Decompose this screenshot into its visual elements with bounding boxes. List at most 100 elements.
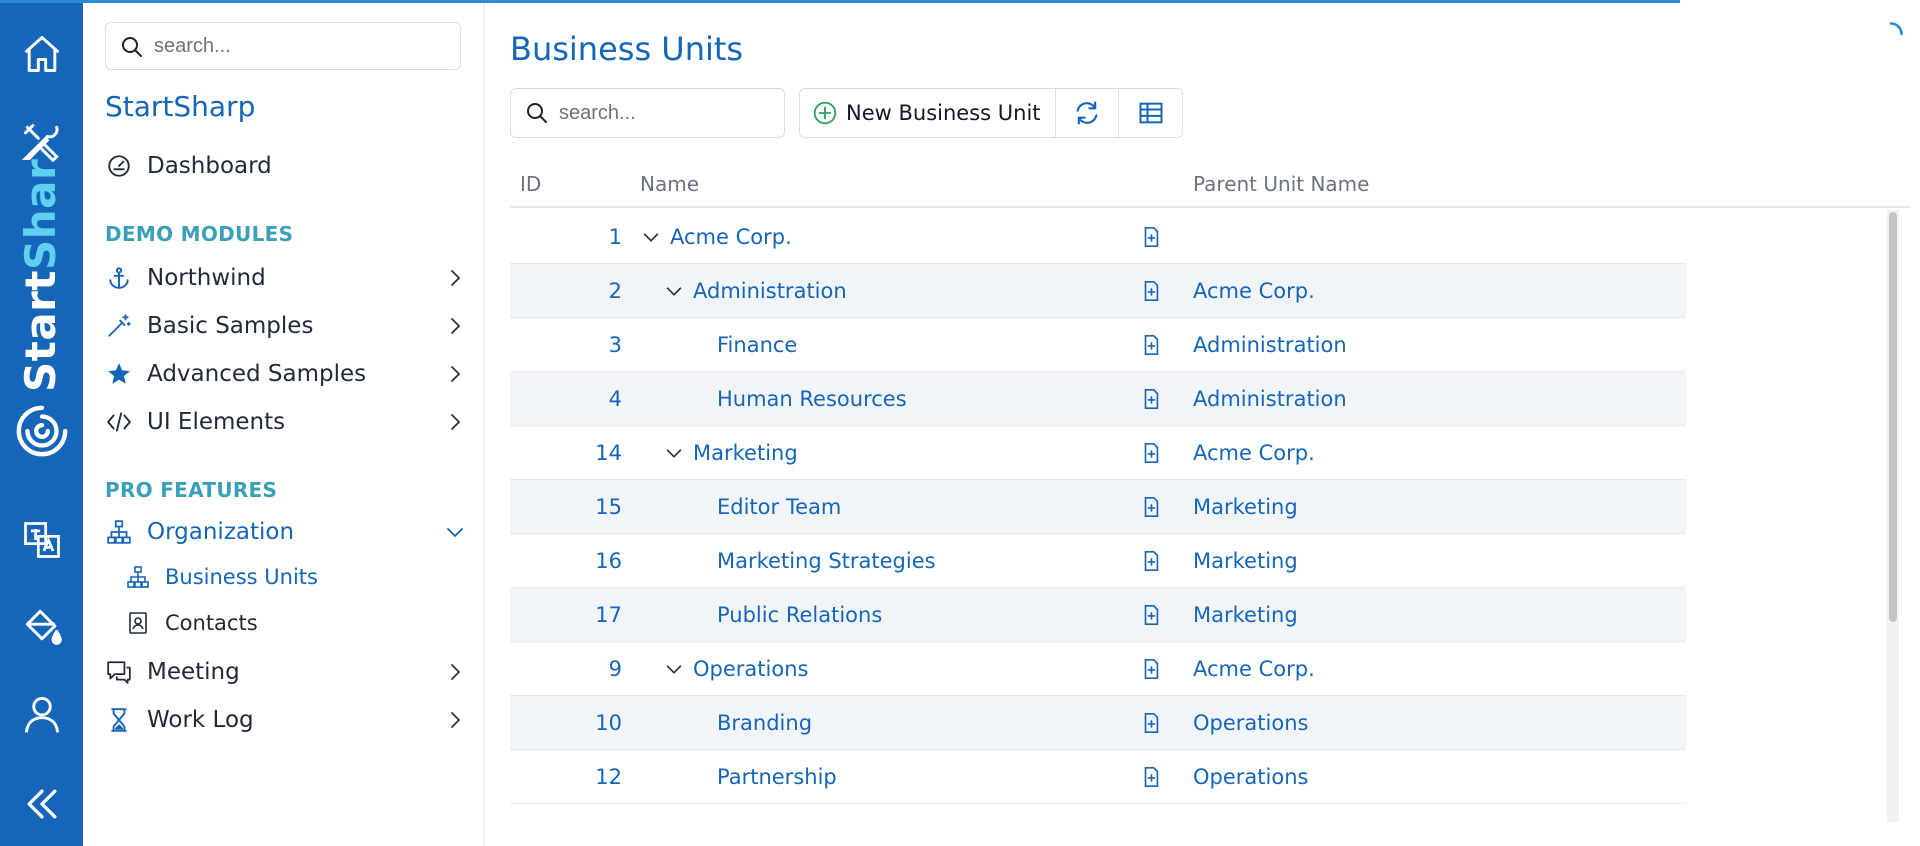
- user-profile-button[interactable]: [0, 686, 83, 742]
- cell-name: Acme Corp.: [640, 222, 792, 252]
- gauge-icon: [108, 155, 130, 177]
- chevron-right-icon: [451, 366, 461, 382]
- cell-parent[interactable]: Acme Corp.: [1193, 441, 1315, 465]
- add-child-icon[interactable]: [1140, 496, 1162, 518]
- sidebar-item-label: Organization: [147, 519, 295, 545]
- cell-name-link[interactable]: Partnership: [717, 765, 837, 789]
- cell-name-link[interactable]: Public Relations: [717, 603, 883, 627]
- sidebar-search: [105, 22, 461, 70]
- sidebar-item-label: Dashboard: [147, 153, 272, 179]
- add-child-icon[interactable]: [1140, 604, 1162, 626]
- add-child-icon[interactable]: [1140, 658, 1162, 680]
- cell-name-link[interactable]: Editor Team: [717, 495, 842, 519]
- table-row[interactable]: 9 Operations Acme Corp.: [510, 642, 1686, 696]
- scrollbar-thumb[interactable]: [1889, 212, 1897, 622]
- home-button[interactable]: [0, 26, 83, 82]
- cell-name: Public Relations: [717, 600, 882, 630]
- refresh-button[interactable]: [1056, 89, 1119, 137]
- table-row[interactable]: 1 Acme Corp.: [510, 210, 1686, 264]
- cell-parent[interactable]: Administration: [1193, 387, 1347, 411]
- column-header-name[interactable]: Name: [640, 172, 700, 196]
- cell-parent[interactable]: Acme Corp.: [1193, 657, 1315, 681]
- cell-id: 3: [608, 333, 622, 357]
- table-row[interactable]: 3 Finance Administration: [510, 318, 1686, 372]
- column-picker-button[interactable]: [1119, 89, 1182, 137]
- table-row[interactable]: 17 Public Relations Marketing: [510, 588, 1686, 642]
- sidebar-item-advanced-samples[interactable]: Advanced Samples: [105, 354, 475, 394]
- sidebar-search-input[interactable]: [154, 31, 444, 61]
- cell-name-link[interactable]: Acme Corp.: [670, 225, 792, 249]
- sidebar-item-contacts[interactable]: Contacts: [125, 604, 465, 642]
- cell-id: 17: [595, 603, 622, 627]
- spiral-logo-icon: [16, 405, 68, 457]
- cell-name-link[interactable]: Marketing Strategies: [717, 549, 936, 573]
- add-child-icon[interactable]: [1140, 226, 1162, 248]
- table-row[interactable]: 12 Partnership Operations: [510, 750, 1686, 804]
- cell-name: Marketing: [663, 438, 798, 468]
- cell-parent[interactable]: Marketing: [1193, 603, 1298, 627]
- sidebar-item-basic-samples[interactable]: Basic Samples: [105, 306, 475, 346]
- chevron-down-icon[interactable]: [663, 658, 685, 680]
- add-child-icon[interactable]: [1140, 442, 1162, 464]
- sidebar-item-northwind[interactable]: Northwind: [105, 258, 475, 298]
- cell-id: 2: [608, 279, 622, 303]
- cell-parent[interactable]: Operations: [1193, 765, 1309, 789]
- table-row[interactable]: 2 Administration Acme Corp.: [510, 264, 1686, 318]
- sidebar-item-business-units[interactable]: Business Units: [125, 558, 465, 596]
- grid-search-input[interactable]: [559, 98, 769, 128]
- cell-id: 14: [595, 441, 622, 465]
- grid-scrollbar[interactable]: [1887, 210, 1899, 822]
- table-row[interactable]: 16 Marketing Strategies Marketing: [510, 534, 1686, 588]
- table-row[interactable]: 15 Editor Team Marketing: [510, 480, 1686, 534]
- translate-icon: [23, 522, 60, 558]
- cell-id: 1: [608, 225, 622, 249]
- add-child-icon[interactable]: [1140, 388, 1162, 410]
- cell-parent[interactable]: Marketing: [1193, 495, 1298, 519]
- cell-name: Editor Team: [717, 492, 841, 522]
- column-header-id[interactable]: ID: [520, 172, 542, 196]
- theme-button[interactable]: [0, 598, 83, 654]
- chevron-right-icon: [451, 664, 461, 680]
- cell-parent[interactable]: Acme Corp.: [1193, 279, 1315, 303]
- loading-progress-bar: [0, 0, 1680, 3]
- chevron-down-icon[interactable]: [663, 442, 685, 464]
- sidebar-item-meeting[interactable]: Meeting: [105, 652, 475, 692]
- cell-name-link[interactable]: Marketing: [693, 441, 798, 465]
- cell-name-link[interactable]: Administration: [693, 279, 847, 303]
- table-row[interactable]: 14 Marketing Acme Corp.: [510, 426, 1686, 480]
- cell-name-link[interactable]: Operations: [693, 657, 809, 681]
- tools-button[interactable]: [0, 114, 83, 170]
- add-child-icon[interactable]: [1140, 334, 1162, 356]
- chevron-down-icon[interactable]: [640, 226, 662, 248]
- translate-button[interactable]: [0, 512, 83, 568]
- cell-parent[interactable]: Marketing: [1193, 549, 1298, 573]
- add-child-icon[interactable]: [1140, 712, 1162, 734]
- cell-name-link[interactable]: Finance: [717, 333, 798, 357]
- table-row[interactable]: 10 Branding Operations: [510, 696, 1686, 750]
- add-child-icon[interactable]: [1140, 766, 1162, 788]
- chevron-down-icon[interactable]: [663, 280, 685, 302]
- user-icon: [24, 696, 59, 733]
- collapse-sidebar-button[interactable]: [0, 776, 83, 832]
- refresh-icon: [1076, 101, 1098, 125]
- sidebar-item-organization[interactable]: Organization: [105, 512, 475, 552]
- column-header-parent[interactable]: Parent Unit Name: [1193, 172, 1370, 196]
- new-business-unit-button[interactable]: New Business Unit: [800, 89, 1056, 137]
- cell-name: Marketing Strategies: [717, 546, 936, 576]
- sidebar-item-dashboard[interactable]: Dashboard: [105, 146, 475, 186]
- add-child-icon[interactable]: [1140, 550, 1162, 572]
- cell-name: Partnership: [717, 762, 837, 792]
- grid-header: ID Name Parent Unit Name: [510, 160, 1910, 208]
- add-child-icon[interactable]: [1140, 280, 1162, 302]
- sidebar-item-work-log[interactable]: Work Log: [105, 700, 475, 740]
- sidebar-item-label: Work Log: [147, 707, 254, 733]
- sidebar-item-ui-elements[interactable]: UI Elements: [105, 402, 475, 442]
- table-row[interactable]: 4 Human Resources Administration: [510, 372, 1686, 426]
- cell-name-link[interactable]: Human Resources: [717, 387, 907, 411]
- cell-parent[interactable]: Operations: [1193, 711, 1309, 735]
- chevron-right-icon: [451, 270, 461, 286]
- cell-name-link[interactable]: Branding: [717, 711, 813, 735]
- cell-parent[interactable]: Administration: [1193, 333, 1347, 357]
- sidebar-item-label: Business Units: [165, 565, 318, 589]
- loading-spinner-icon: [1889, 22, 1903, 36]
